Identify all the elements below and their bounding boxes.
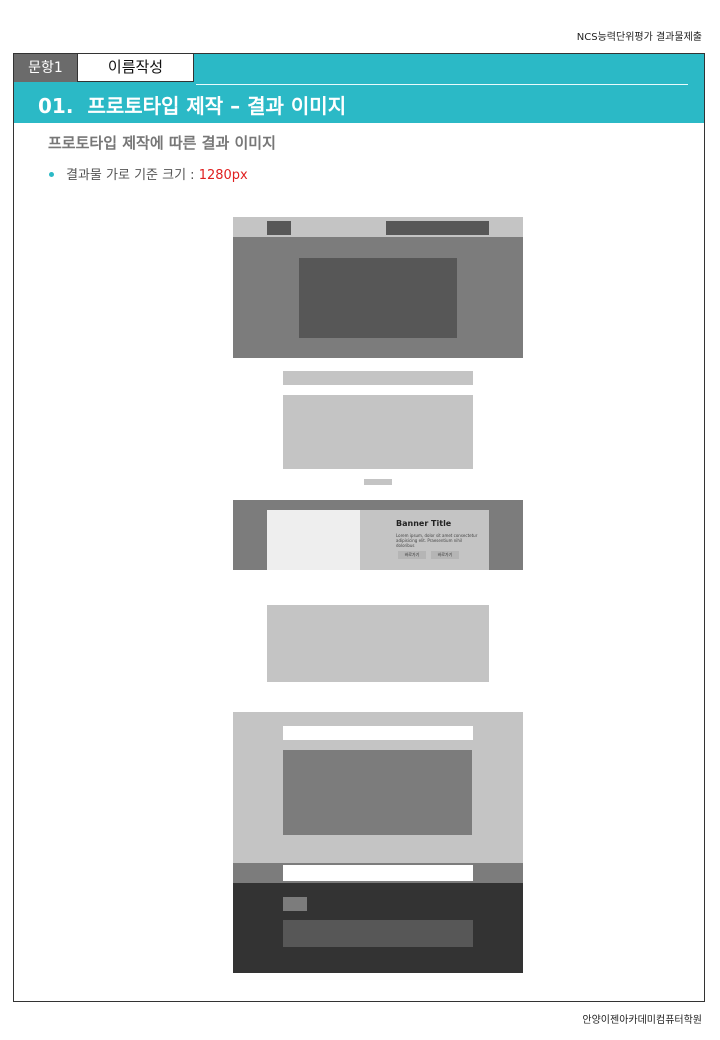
- header-divider: [196, 84, 688, 85]
- section-title: 01. 프로토타입 제작 – 결과 이미지: [38, 90, 360, 119]
- wf-lower-title: [283, 726, 473, 740]
- content-subtitle: 프로토타입 제작에 따른 결과 이미지: [48, 134, 276, 152]
- question-tab: 문항1: [14, 54, 77, 82]
- document-frame: [13, 53, 705, 1002]
- bullet-value: 1280px: [198, 168, 248, 183]
- bullet-icon: [49, 172, 54, 177]
- wf-banner-title: Banner Title: [396, 519, 452, 528]
- wf-banner-text: Lorem ipsum, dolor sit amet consectetur …: [396, 533, 478, 548]
- wf-feature-box: [267, 605, 489, 682]
- section-title-text: 프로토타입 제작 – 결과 이미지: [87, 94, 347, 118]
- section-number: 01.: [38, 94, 74, 118]
- wf-lower-image: [283, 750, 472, 835]
- wf-content-title: [283, 371, 473, 385]
- wf-logo-block: [267, 221, 291, 235]
- wf-hero-image: [299, 258, 457, 338]
- wf-banner-button-2: 바로가기: [431, 551, 459, 559]
- wf-content-indicator: [364, 479, 392, 485]
- wf-subfooter-bar: [283, 865, 473, 881]
- bullet-item: 결과물 가로 기준 크기 : 1280px: [66, 164, 248, 183]
- document-header-label: NCS능력단위평가 결과물제출: [576, 32, 702, 43]
- wf-footer-info: [283, 920, 473, 947]
- wf-content-box: [283, 395, 473, 469]
- bullet-label: 결과물 가로 기준 크기 :: [66, 168, 199, 183]
- wf-banner-button-1: 바로가기: [398, 551, 426, 559]
- wf-footer-logo: [283, 897, 307, 911]
- wf-nav-block: [386, 221, 489, 235]
- name-field[interactable]: 이름작성: [77, 54, 194, 82]
- wf-banner-content: [360, 510, 489, 570]
- document-footer-label: 안양이젠아카데미컴퓨터학원: [582, 1015, 702, 1026]
- wf-banner-image: [267, 510, 360, 570]
